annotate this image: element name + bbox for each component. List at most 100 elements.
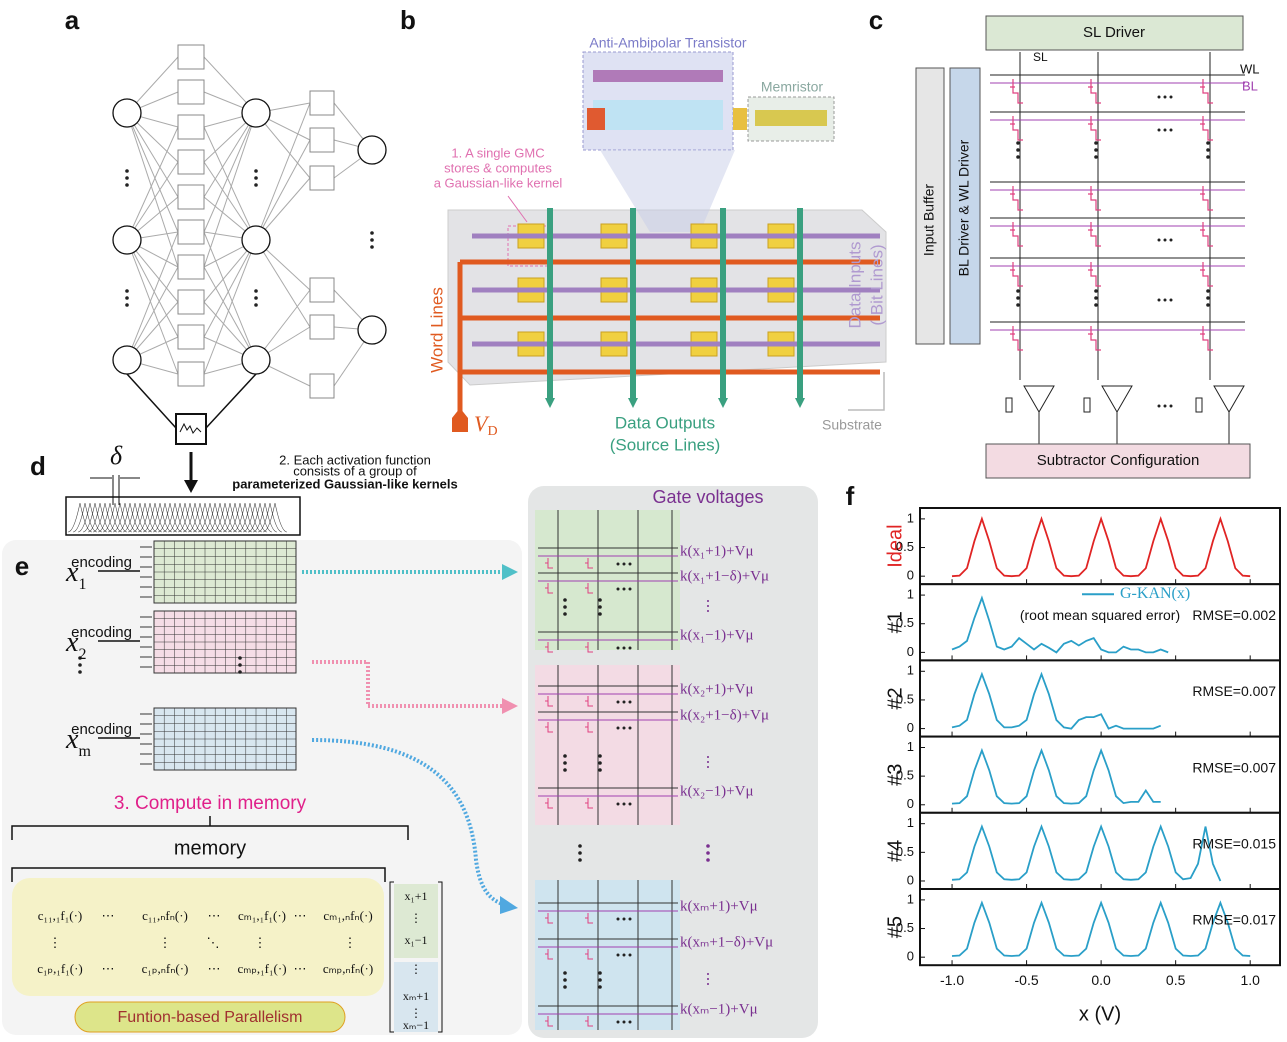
arrow-head — [545, 398, 555, 408]
vector-entry: xₘ−1 — [403, 1018, 429, 1032]
matrix-entry: ⋯ — [208, 908, 221, 923]
x-tick-label: 0.5 — [1166, 972, 1186, 988]
matrix-entry: ⋯ — [102, 908, 115, 923]
gate-voltage: ⋮ — [701, 754, 716, 770]
ellipsis-dot — [623, 727, 626, 730]
gate-voltage: k(xₘ−1)+Vμ — [680, 1001, 758, 1017]
arrow-head — [718, 398, 728, 408]
ellipsis-dot — [629, 701, 632, 704]
ellipsis-dot — [706, 844, 710, 848]
vector-entry: x₁−1 — [405, 933, 428, 947]
ellipsis-dot — [254, 183, 258, 187]
matrix-entry: ⋮ — [159, 935, 172, 950]
memristor-body — [755, 110, 827, 126]
ellipsis-dot — [1170, 96, 1173, 99]
rmse-annotation: RMSE=0.015 — [1192, 836, 1276, 852]
neuron — [242, 226, 270, 254]
ellipsis-dot — [1170, 239, 1173, 242]
gate-voltage: ⋮ — [701, 971, 716, 987]
gate-voltage: k(xₘ+1−δ)+Vμ — [680, 934, 773, 950]
input-buffer: Input Buffer — [921, 184, 937, 256]
y-tick-label: 1 — [907, 815, 914, 830]
ellipsis-dot — [1016, 148, 1020, 152]
word-lines-label: Word Lines — [427, 287, 446, 373]
ellipsis-dot — [563, 754, 567, 758]
ellipsis-dot — [1158, 405, 1161, 408]
ellipsis-dot — [563, 971, 567, 975]
y-tick-label: 1 — [907, 891, 914, 906]
ellipsis-dot — [706, 851, 710, 855]
ellipsis-dot — [1164, 239, 1167, 242]
neuron — [242, 99, 270, 127]
edge — [127, 267, 178, 360]
matrix-entry: ⋱ — [207, 935, 220, 950]
ellipsis-dot — [617, 918, 620, 921]
resistor — [1006, 398, 1012, 412]
node-box — [310, 91, 334, 115]
ellipsis-dot — [1170, 299, 1173, 302]
gate-voltage: k(x₁+1)+Vμ — [680, 543, 754, 559]
y-tick-label: 1 — [907, 739, 914, 754]
panel-label: b — [400, 5, 416, 35]
y-tick-label: 0.5 — [896, 920, 914, 935]
edge — [256, 140, 310, 240]
driver: BL Driver & WL Driver — [956, 139, 972, 276]
amplifier — [1024, 386, 1054, 412]
ellipsis-dot — [254, 169, 258, 173]
neuron — [113, 99, 141, 127]
encoding-label: encoding — [71, 554, 132, 571]
ellipsis-dot — [238, 670, 242, 674]
ellipsis-dot — [598, 754, 602, 758]
resistor — [1196, 398, 1202, 412]
ellipsis-dot — [617, 588, 620, 591]
chart-f: Ideal00.51#100.51RMSE=0.002#200.51RMSE=0… — [884, 508, 1280, 1025]
ellipsis-dot — [1206, 289, 1210, 293]
ellipsis-dot — [563, 985, 567, 989]
gate-voltage: ⋮ — [701, 598, 716, 614]
ellipsis-dot — [238, 663, 242, 667]
y-tick-label: 0 — [907, 720, 914, 735]
delta: δ — [110, 441, 123, 470]
ellipsis-dot — [370, 245, 374, 249]
panel-label: d — [30, 451, 46, 481]
ellipsis-dot — [1158, 299, 1161, 302]
y-tick-label: 0 — [907, 796, 914, 811]
panel-label: a — [65, 5, 80, 35]
ellipsis-dot — [623, 954, 626, 957]
edge — [127, 240, 178, 337]
node-box — [178, 325, 204, 349]
arrow-head — [795, 398, 805, 408]
gate-title: Gate voltages — [652, 487, 763, 507]
ellipsis-dot — [1164, 405, 1167, 408]
neuron — [113, 346, 141, 374]
gate-voltage: k(xₘ+1)+Vμ — [680, 898, 758, 914]
ellipsis-dot — [254, 289, 258, 293]
transistor-title: Anti-Ambipolar Transistor — [589, 35, 747, 51]
ellipsis-dot — [1094, 303, 1098, 307]
ellipsis-dot — [617, 701, 620, 704]
array-block — [535, 510, 680, 650]
rmse-annotation: RMSE=0.007 — [1192, 759, 1276, 775]
memory-label: memory — [174, 837, 246, 859]
ellipsis-dot — [617, 563, 620, 566]
node-box — [178, 290, 204, 314]
figure: a b c d e f Anti-Ambipolar Transistor Me… — [0, 0, 1287, 1042]
ellipsis-dot — [598, 605, 602, 609]
node-box — [178, 115, 204, 139]
ellipsis-dot — [370, 238, 374, 242]
panel-label: e — [15, 551, 29, 581]
ellipsis-dot — [623, 701, 626, 704]
matrix-entry: ⋯ — [294, 908, 307, 923]
vector-entry: x₁+1 — [405, 889, 428, 903]
ellipsis-dot — [125, 183, 129, 187]
ellipsis-dot — [706, 858, 710, 862]
ellipsis-dot — [125, 289, 129, 293]
ellipsis-dot — [1170, 129, 1173, 132]
ellipsis-dot — [125, 169, 129, 173]
ellipsis-dot — [125, 176, 129, 180]
ellipsis-dot — [1164, 299, 1167, 302]
ellipsis-dot — [617, 1021, 620, 1024]
ellipsis-dot — [78, 663, 82, 667]
edge — [206, 374, 256, 428]
gate — [593, 70, 723, 82]
